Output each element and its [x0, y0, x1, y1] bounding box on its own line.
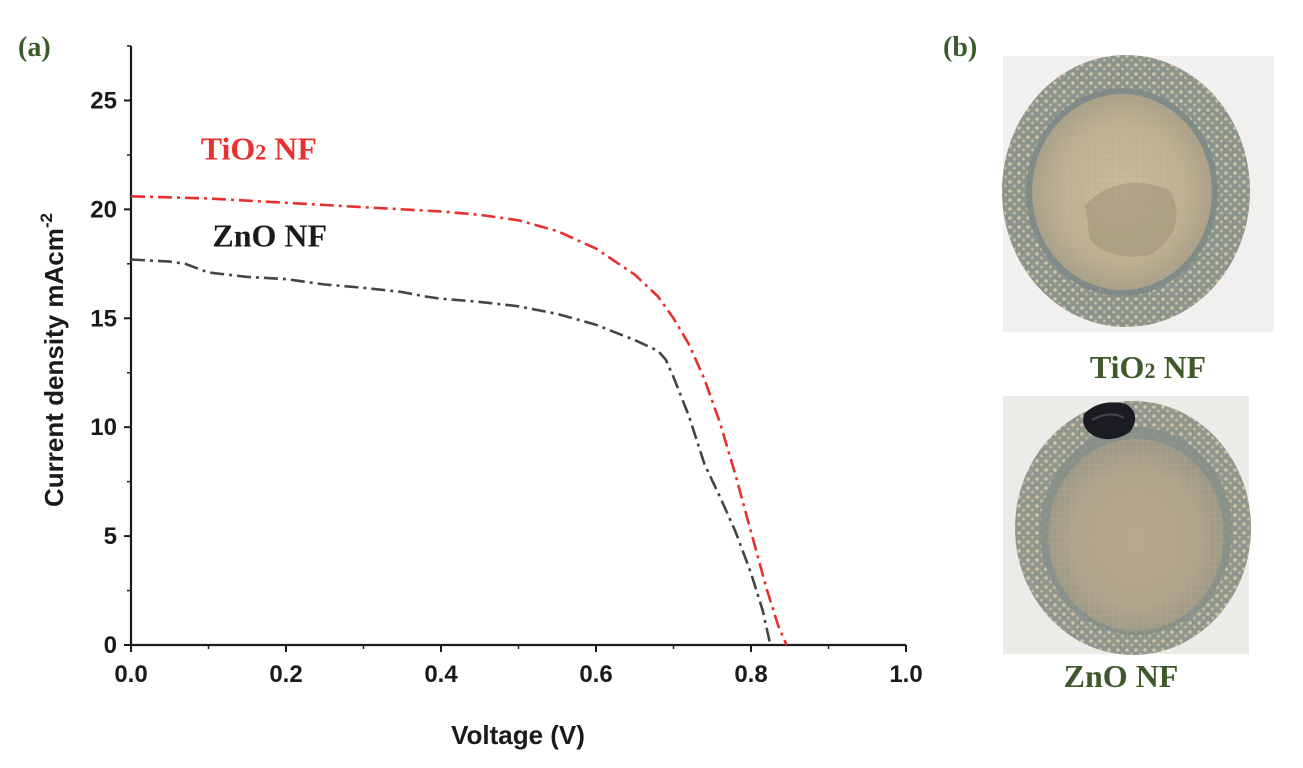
photo-zno [1003, 396, 1251, 655]
caption-tio2-main: TiO [1090, 349, 1145, 385]
y-axis-title: Current density mAcm-2 [37, 213, 69, 507]
y-tick-label: 20 [90, 196, 117, 223]
x-tick-label: 0.8 [734, 661, 767, 688]
series-label-1: ZnO NF [212, 217, 327, 253]
series-line-0 [130, 195, 788, 646]
caption-zno-main: ZnO NF [1064, 658, 1179, 694]
series-label-main: TiO [201, 130, 256, 166]
photo-tio2 [1002, 55, 1274, 332]
caption-zno: ZnO NF [1064, 658, 1179, 694]
series-lines [130, 195, 788, 646]
y-tick-label: 10 [90, 414, 117, 441]
dark-blob-icon [1083, 402, 1136, 440]
y-axis-title-exponent: -2 [37, 213, 56, 228]
plot-area: 0.0 0.2 0.4 0.6 0.8 1.0 0 5 10 15 20 25 TiO2 NF ZnO… [90, 45, 923, 688]
x-axis-title: Voltage (V) [451, 720, 585, 750]
panel-b-label: (b) [943, 32, 977, 63]
series-label-0: TiO2 NF [201, 130, 317, 166]
caption-tio2-tail: NF [1155, 349, 1206, 385]
x-tick-label: 0.4 [424, 661, 458, 688]
y-tick-label: 25 [90, 87, 117, 114]
x-tick-label: 0.6 [579, 661, 612, 688]
x-tick-label: 0.2 [269, 661, 302, 688]
caption-tio2-sub: 2 [1144, 358, 1155, 383]
y-tick-label: 15 [90, 305, 117, 332]
caption-tio2: TiO2 NF [1090, 349, 1206, 385]
y-ticks: 0 5 10 15 20 25 [90, 45, 131, 659]
panel-a-label: (a) [18, 32, 51, 63]
x-tick-label: 0.0 [114, 661, 147, 688]
y-tick-label: 0 [104, 632, 117, 659]
x-ticks: 0.0 0.2 0.4 0.6 0.8 1.0 [114, 645, 923, 688]
series-label-main: ZnO NF [212, 217, 327, 253]
series-label-tail: NF [266, 130, 317, 166]
y-tick-label: 5 [104, 523, 117, 550]
series-line-1 [130, 258, 772, 646]
x-tick-label: 1.0 [889, 661, 922, 688]
series-labels: TiO2 NF ZnO NF [201, 130, 327, 253]
series-label-sub: 2 [255, 139, 266, 164]
y-axis-title-main: Current density mAcm [39, 228, 69, 507]
